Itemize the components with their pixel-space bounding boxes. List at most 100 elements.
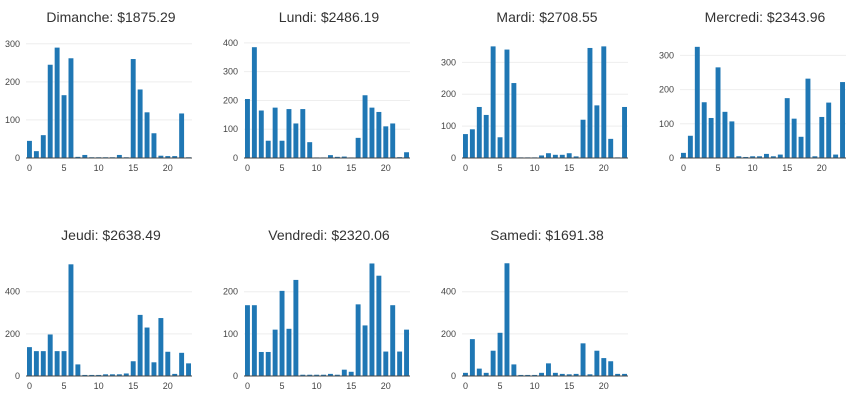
y-tick-label: 100 (659, 119, 674, 129)
y-tick-label: 300 (5, 39, 20, 49)
bar-hour-14 (559, 373, 565, 376)
y-tick-label: 200 (441, 329, 456, 339)
x-tick-label: 5 (498, 381, 503, 391)
x-tick-label: 20 (381, 163, 391, 173)
bar-hour-1 (469, 129, 475, 158)
bar-hour-5 (497, 332, 503, 376)
bar-hour-16 (137, 314, 143, 376)
bar-hour-18 (587, 47, 593, 158)
x-tick-label: 15 (564, 163, 574, 173)
y-tick-label: 100 (223, 124, 238, 134)
x-tick-label: 5 (62, 163, 67, 173)
x-tick-label: 15 (128, 381, 138, 391)
x-tick-label: 0 (245, 163, 250, 173)
bar-hour-11 (539, 155, 544, 158)
bar-hour-17 (144, 112, 150, 158)
bar-hour-5 (279, 140, 285, 158)
x-tick-label: 0 (27, 163, 32, 173)
bar-hour-18 (369, 263, 375, 376)
bar-hour-0 (681, 152, 686, 158)
bar-hour-18 (587, 374, 593, 376)
bar-hour-8 (518, 374, 524, 376)
bar-hour-19 (376, 111, 382, 158)
bar-hour-2 (476, 368, 482, 376)
y-tick-label: 0 (15, 371, 20, 381)
bar-hour-8 (300, 109, 306, 158)
y-tick-label: 200 (5, 77, 20, 87)
bar-hour-2 (476, 106, 482, 158)
bar-hour-18 (151, 362, 157, 376)
y-tick-label: 200 (5, 329, 20, 339)
x-tick-label: 5 (62, 381, 67, 391)
bar-hour-22 (833, 154, 839, 158)
bar-hour-6 (68, 58, 74, 159)
x-tick-label: 15 (564, 381, 574, 391)
bar-hour-0 (27, 347, 32, 376)
bar-hour-13 (116, 154, 122, 158)
bar-hour-17 (580, 343, 586, 376)
bar-hour-14 (341, 156, 347, 158)
x-tick-label: 0 (245, 381, 250, 391)
bar-hour-13 (116, 374, 122, 376)
y-tick-label: 200 (659, 85, 674, 95)
bar-hour-18 (151, 133, 157, 158)
chart-title: Mercredi: $2343.96 (705, 9, 826, 25)
bar-hour-12 (328, 155, 333, 158)
bar-hour-9 (307, 374, 313, 376)
x-tick-label: 10 (312, 163, 322, 173)
day-chart-0: Dimanche: $1875.29 0 100 200 300 0 5 10 15 20 (5, 9, 192, 173)
bar-hour-4 (490, 350, 496, 376)
x-tick-label: 0 (27, 381, 32, 391)
bar-hour-21 (608, 138, 614, 158)
bar-hour-15 (566, 374, 572, 376)
bar-hour-17 (580, 119, 586, 158)
chart-grid: Dimanche: $1875.29 0 100 200 300 0 5 10 15 20 Lund… (5, 9, 846, 391)
bar-hour-19 (158, 155, 164, 158)
bar-hour-14 (123, 373, 129, 376)
bar-hour-4 (272, 329, 278, 376)
y-tick-label: 400 (441, 287, 456, 297)
bar-hour-3 (483, 114, 489, 158)
bar-hour-1 (33, 351, 39, 376)
bar-hour-2 (258, 351, 264, 376)
bar-hour-16 (137, 89, 143, 158)
bar-hour-4 (54, 351, 60, 376)
bar-hour-10 (532, 374, 538, 376)
x-tick-label: 15 (782, 163, 792, 173)
y-tick-label: 300 (441, 57, 456, 67)
bar-hour-10 (750, 156, 756, 158)
bar-hour-22 (179, 113, 185, 158)
chart-title: Jeudi: $2638.49 (61, 227, 161, 243)
bar-hour-1 (251, 305, 257, 376)
x-tick-label: 10 (748, 163, 758, 173)
bar-hour-23 (404, 329, 409, 376)
bar-hour-4 (54, 47, 60, 159)
x-tick-label: 10 (312, 381, 322, 391)
bar-hour-7 (729, 121, 735, 158)
chart-title: Vendredi: $2320.06 (268, 227, 390, 243)
y-tick-label: 0 (451, 371, 456, 381)
chart-title: Samedi: $1691.38 (490, 227, 604, 243)
bar-hour-12 (110, 374, 115, 376)
y-tick-label: 100 (5, 115, 20, 125)
chart-title: Mardi: $2708.55 (496, 9, 597, 25)
y-tick-label: 300 (659, 50, 674, 60)
bar-hour-1 (251, 47, 257, 158)
bar-hour-7 (511, 83, 517, 158)
bar-hour-20 (165, 351, 171, 376)
chart-title: Lundi: $2486.19 (279, 9, 380, 25)
bar-hour-13 (334, 374, 340, 376)
bar-hour-18 (805, 78, 811, 158)
bar-hour-5 (715, 67, 721, 158)
bar-hour-21 (826, 102, 832, 158)
day-chart-3: Mercredi: $2343.96 0 100 200 300 0 5 10 15 20 (659, 9, 846, 173)
x-tick-label: 10 (94, 163, 104, 173)
x-tick-label: 5 (280, 381, 285, 391)
day-chart-6: Samedi: $1691.38 0 200 400 0 5 10 15 20 (441, 227, 628, 391)
bar-hour-6 (286, 109, 292, 158)
x-tick-label: 10 (530, 381, 540, 391)
x-tick-label: 0 (463, 163, 468, 173)
bar-hour-4 (708, 117, 714, 158)
bar-hour-8 (82, 374, 88, 376)
bar-hour-11 (103, 374, 108, 376)
